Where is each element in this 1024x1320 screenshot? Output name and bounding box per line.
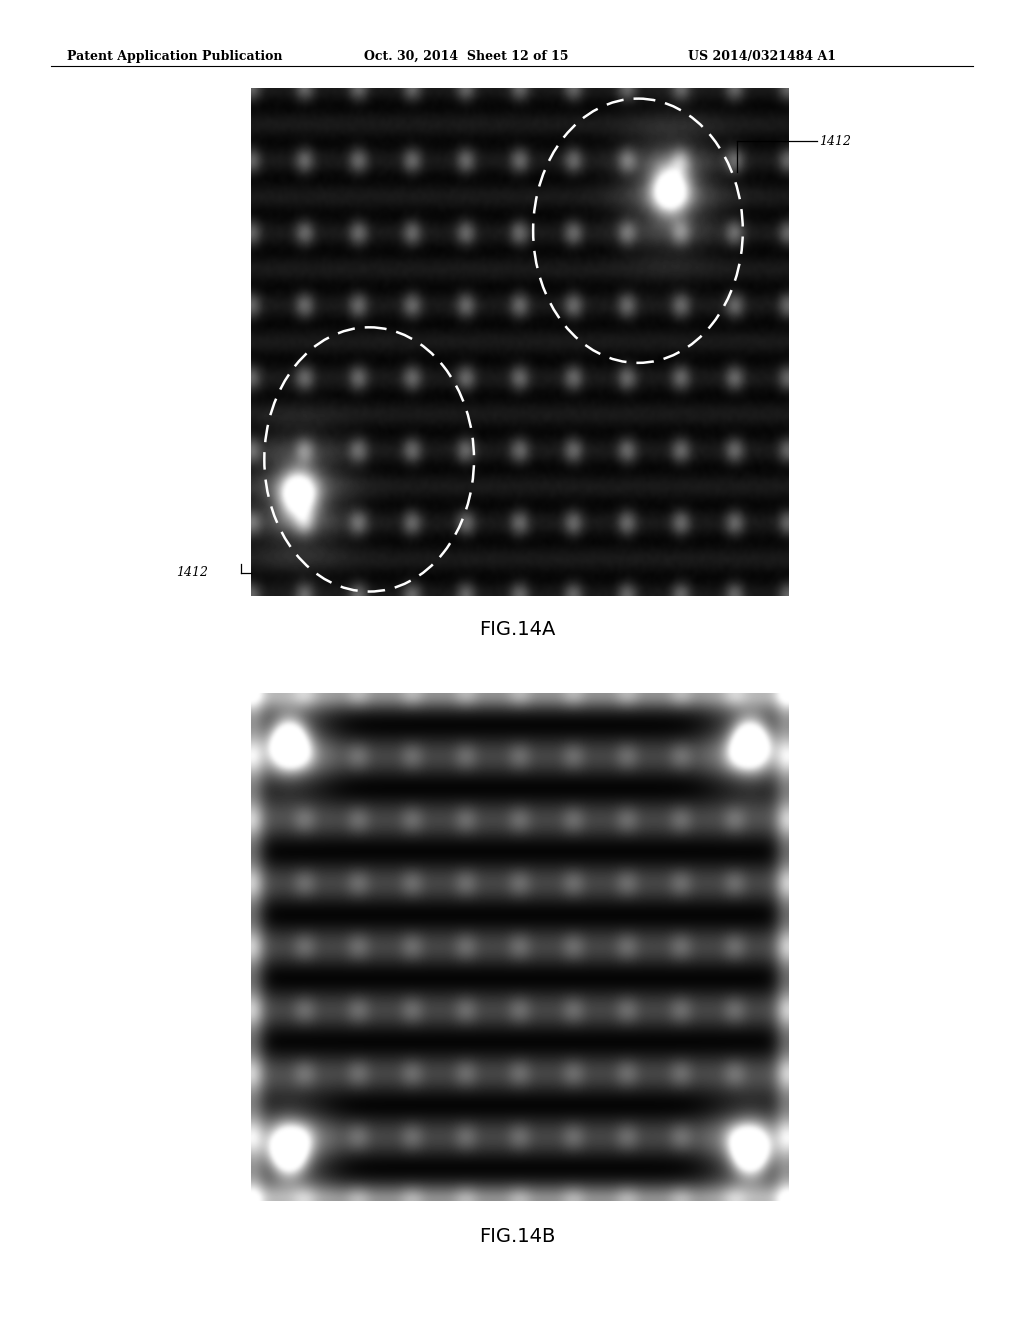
Text: Patent Application Publication: Patent Application Publication [67,50,282,63]
Text: US 2014/0321484 A1: US 2014/0321484 A1 [688,50,837,63]
Text: Oct. 30, 2014  Sheet 12 of 15: Oct. 30, 2014 Sheet 12 of 15 [364,50,568,63]
Text: 1412: 1412 [819,135,851,148]
Text: FIG.14B: FIG.14B [479,1228,555,1246]
Text: 1412: 1412 [176,566,208,579]
Text: FIG.14A: FIG.14A [479,620,555,639]
